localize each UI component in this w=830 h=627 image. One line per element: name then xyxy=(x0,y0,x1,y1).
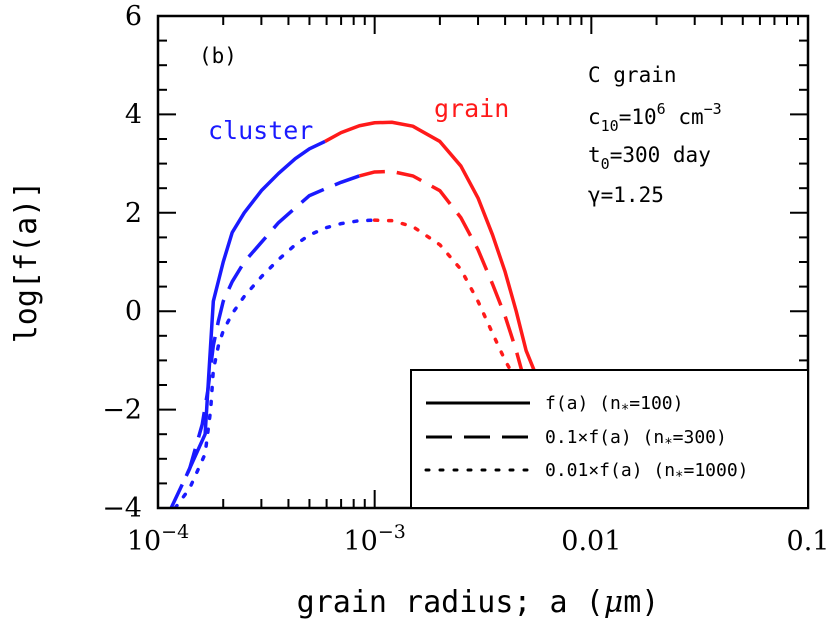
y-axis-title: log[f(a)] xyxy=(9,181,44,344)
region-label-cluster: cluster xyxy=(208,116,313,145)
legend-box xyxy=(410,369,809,509)
y-tick-label: 6 xyxy=(125,1,142,32)
series-3-grain-line xyxy=(372,218,514,375)
annotation-gamma: γ=1.25 xyxy=(588,183,664,207)
x-tick-label: 10−3 xyxy=(343,521,405,557)
x-tick-label: 10−4 xyxy=(127,521,189,557)
legend-label-1: f(a) (n*=100) xyxy=(545,393,683,418)
annotation-c10: c10=106 cm−3 xyxy=(588,100,722,135)
annotation-grain-type: C grain xyxy=(588,63,677,87)
series-1-cluster-line xyxy=(184,139,326,477)
region-label-grain: grain xyxy=(434,94,509,123)
y-tick-label: −2 xyxy=(102,395,142,426)
annotation-t0: t0=300 day xyxy=(588,143,711,173)
legend: f(a) (n*=100) 0.1×f(a) (n*=300) 0.01×f(a) … xyxy=(410,369,809,509)
x-tick-label: 0.1 xyxy=(787,526,830,557)
legend-label-3: 0.01×f(a) (n*=1000) xyxy=(545,460,749,485)
y-tick-label: 0 xyxy=(125,296,142,327)
x-tick-label: 0.01 xyxy=(561,526,621,557)
y-tick-label: 2 xyxy=(125,198,142,229)
series-layer xyxy=(169,120,537,508)
panel-label: (b) xyxy=(199,44,237,68)
y-tick-label: −4 xyxy=(102,493,142,524)
y-tick-label: 4 xyxy=(125,99,142,130)
x-axis-title: grain radius; a (μm) xyxy=(297,585,660,620)
series-2-cluster-line xyxy=(169,174,360,508)
series-1-grain-line xyxy=(324,120,537,374)
labels-layer: 10−4 10−3 0.01 0.1 −4 −2 0 2 4 6 grain radius; a (… xyxy=(9,1,829,620)
series-3-cluster-line xyxy=(173,218,377,508)
series-2-grain-line xyxy=(358,169,524,374)
legend-label-2: 0.1×f(a) (n*=300) xyxy=(545,427,727,452)
